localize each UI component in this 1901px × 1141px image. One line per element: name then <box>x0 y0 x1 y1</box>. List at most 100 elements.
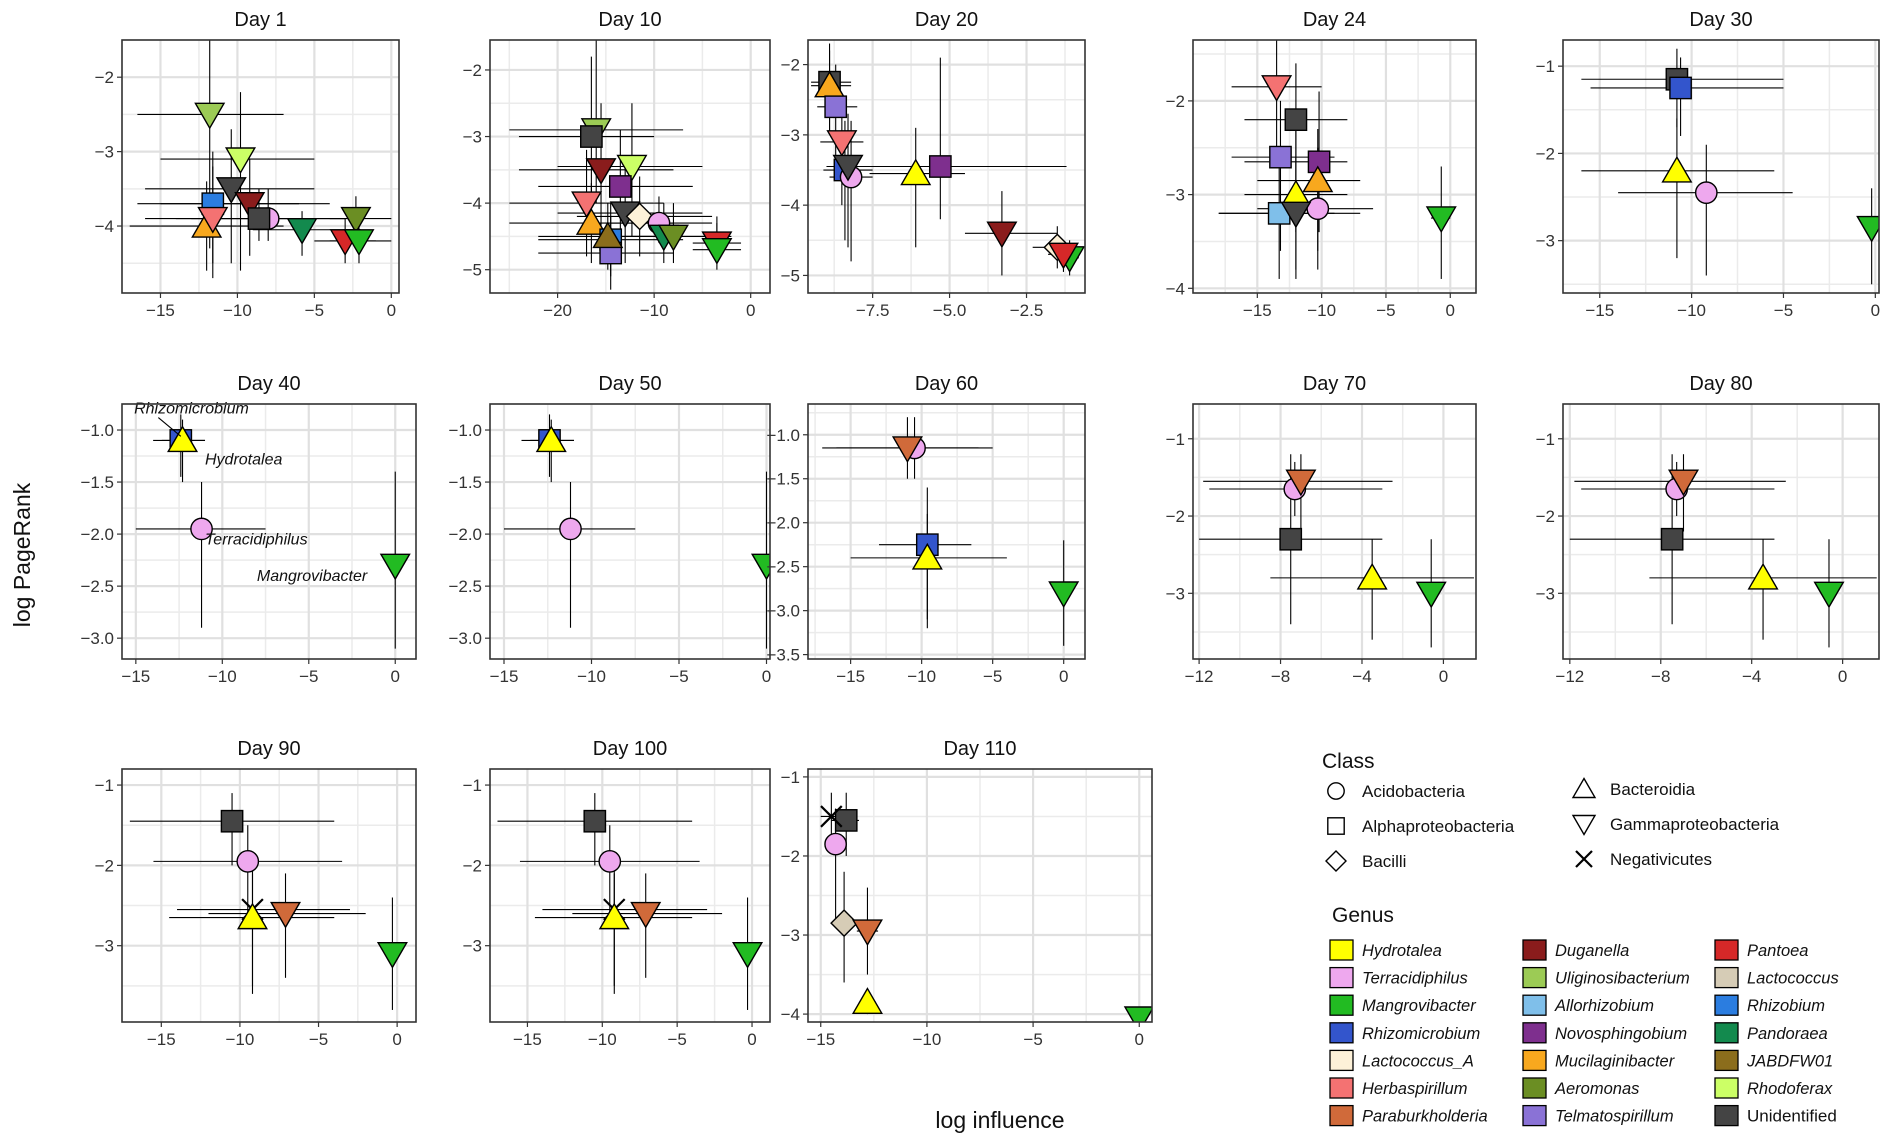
legend-genus-mangrovibacter: Mangrovibacter <box>1329 994 1477 1016</box>
point-aeromonas-triangle-down <box>657 224 689 252</box>
x-tick-label: −15 <box>513 1030 542 1049</box>
panel-title: Day 10 <box>598 9 661 31</box>
x-tick-label: 0 <box>762 667 771 686</box>
legend-genus-label: Paraburkholderia <box>1362 1108 1488 1126</box>
point-unidentified-cross <box>820 805 843 828</box>
panel-frame <box>1192 403 1477 660</box>
data-points <box>497 793 764 1010</box>
point-mangrovibacter-triangle-down <box>701 237 733 265</box>
y-tick-label: −3 <box>1166 186 1185 205</box>
legend-genus-terracidiphilus: Terracidiphilus <box>1329 966 1468 989</box>
legend-genus-pandoraea: Pandoraea <box>1714 1022 1828 1044</box>
x-tick-label: −10 <box>640 301 669 320</box>
y-tick-label: −2.5 <box>766 558 800 577</box>
point-terracidiphilus-circle <box>559 517 582 541</box>
y-tick-label: −2.0 <box>80 525 114 544</box>
legend-genus-label: Telmatospirillum <box>1555 1108 1674 1126</box>
point-unidentified-square <box>1284 108 1308 132</box>
legend-genus-swatch <box>1329 939 1354 961</box>
axis-ticks: −15 −10 −5 0 −3 −2 −1 <box>95 776 402 1049</box>
y-tick-label: −3.0 <box>448 629 482 648</box>
axis-ticks: −15 −10 −5 0 −3 −2 −1 <box>463 776 757 1049</box>
point-unidentified-square <box>580 125 603 148</box>
data-points <box>135 414 411 649</box>
point-hydrotalea-triangle-up <box>535 425 567 453</box>
y-tick-label: −1 <box>1536 57 1555 76</box>
x-tick-label: −10 <box>577 667 606 686</box>
point-lactococcus-a-diamond <box>625 202 654 231</box>
legend-genus-swatch <box>1714 939 1739 961</box>
point-terracidiphilus-circle <box>1694 181 1718 205</box>
panel-day-110: Day 110 −15 −10 −5 0 −4 −3 −2 −1 <box>781 738 1153 1049</box>
panel-title: Day 40 <box>237 373 300 395</box>
legend-class-label: Alphaproteobacteria <box>1362 817 1515 836</box>
point-novosphingobium-square <box>928 155 952 178</box>
x-tick-label: −10 <box>208 667 237 686</box>
panel-title: Day 80 <box>1689 373 1752 395</box>
panel-day-90: Day 90 −15 −10 −5 0 −3 −2 −1 <box>95 738 417 1049</box>
y-tick-label: −3 <box>463 937 482 956</box>
legend-genus-allorhizobium: Allorhizobium <box>1522 994 1654 1016</box>
y-tick-label: −5 <box>781 266 800 285</box>
x-tick-label: −15 <box>121 667 150 686</box>
x-tick-label: −5 <box>983 667 1002 686</box>
axis-ticks: −15 −10 −5 0 −3.5 −3.0 −2.5 −2.0 −1.5 −1.0 <box>766 426 1068 686</box>
legend-class-marker <box>1327 817 1345 835</box>
gridlines <box>1193 404 1476 659</box>
panel-frame <box>1562 39 1880 294</box>
legend-genus-lactococcus-a: Lactococcus_A <box>1329 1049 1474 1072</box>
x-tick-label: −7.5 <box>856 301 890 320</box>
legend-class-acidobacteria: Acidobacteria <box>1327 782 1466 801</box>
axis-ticks: −12 −8 −4 0 −3 −2 −1 <box>1166 430 1449 686</box>
point-mucilaginibacter-triangle-up <box>575 208 607 235</box>
legend-class-negativicutes: Negativicutes <box>1575 850 1712 869</box>
legend-class-label: Gammaproteobacteria <box>1610 815 1780 834</box>
legend-genus-rhizobium: Rhizobium <box>1714 994 1825 1016</box>
x-tick-label: −5 <box>305 301 324 320</box>
x-tick-label: 0 <box>746 301 755 320</box>
legend-genus-label: Hydrotalea <box>1362 942 1442 960</box>
point-paraburkholderia-triangle-down <box>1285 469 1317 497</box>
point-duganella-triangle-down <box>986 221 1018 249</box>
y-tick-label: −3.0 <box>80 629 114 648</box>
x-tick-label: −15 <box>490 667 519 686</box>
y-tick-label: −3 <box>463 128 482 147</box>
point-mangrovibacter-triangle-down <box>1415 581 1447 609</box>
point-herbaspirillum-triangle-down <box>571 191 603 219</box>
y-tick-label: −2.0 <box>766 514 800 533</box>
y-tick-label: −3 <box>95 937 114 956</box>
point-lactococcus-diamond <box>830 909 859 938</box>
x-tick-label: −10 <box>907 667 936 686</box>
legend-genus-label: Allorhizobium <box>1554 997 1654 1015</box>
y-tick-label: −3 <box>781 126 800 145</box>
y-tick-label: −4 <box>95 217 114 236</box>
axis-ticks: −7.5 −5.0 −2.5 −5 −4 −3 −2 <box>781 56 1044 320</box>
panel-frame <box>807 403 1086 660</box>
x-tick-label: −8 <box>1271 667 1290 686</box>
panel-frame <box>489 768 771 1023</box>
legend: Class Acidobacteria Alphaproteobacteria Ba… <box>1322 750 1839 1127</box>
legend-genus-title: Genus <box>1332 904 1394 927</box>
point-rhizomicrobium-square <box>1669 76 1692 100</box>
y-tick-label: −2 <box>781 56 800 75</box>
legend-genus-label: Uliginosibacterium <box>1555 970 1690 988</box>
point-mangrovibacter-triangle-down <box>376 941 408 969</box>
data-points <box>820 792 1152 1022</box>
panel-day-80: Day 80 −12 −8 −4 0 −3 −2 −1 <box>1536 373 1880 686</box>
panel-frame <box>807 768 1153 1023</box>
point-mangrovibacter-triangle-down <box>1048 581 1080 609</box>
legend-genus-swatch <box>1329 994 1354 1016</box>
x-tick-label: −20 <box>543 301 572 320</box>
legend-genus-label: Aeromonas <box>1554 1080 1639 1098</box>
legend-genus-label: Rhizomicrobium <box>1362 1025 1480 1043</box>
panel-title: Day 70 <box>1303 373 1366 395</box>
y-tick-label: −2 <box>1166 92 1185 111</box>
point-paraburkholderia-triangle-down <box>269 901 302 929</box>
x-tick-label: −4 <box>1742 667 1761 686</box>
x-tick-label: −10 <box>225 1030 254 1049</box>
panel-frame <box>807 39 1086 294</box>
panel-frame <box>489 39 771 294</box>
legend-genus-swatch <box>1714 994 1739 1016</box>
y-axis-label: log PageRank <box>9 482 35 627</box>
x-tick-label: −2.5 <box>1010 301 1044 320</box>
